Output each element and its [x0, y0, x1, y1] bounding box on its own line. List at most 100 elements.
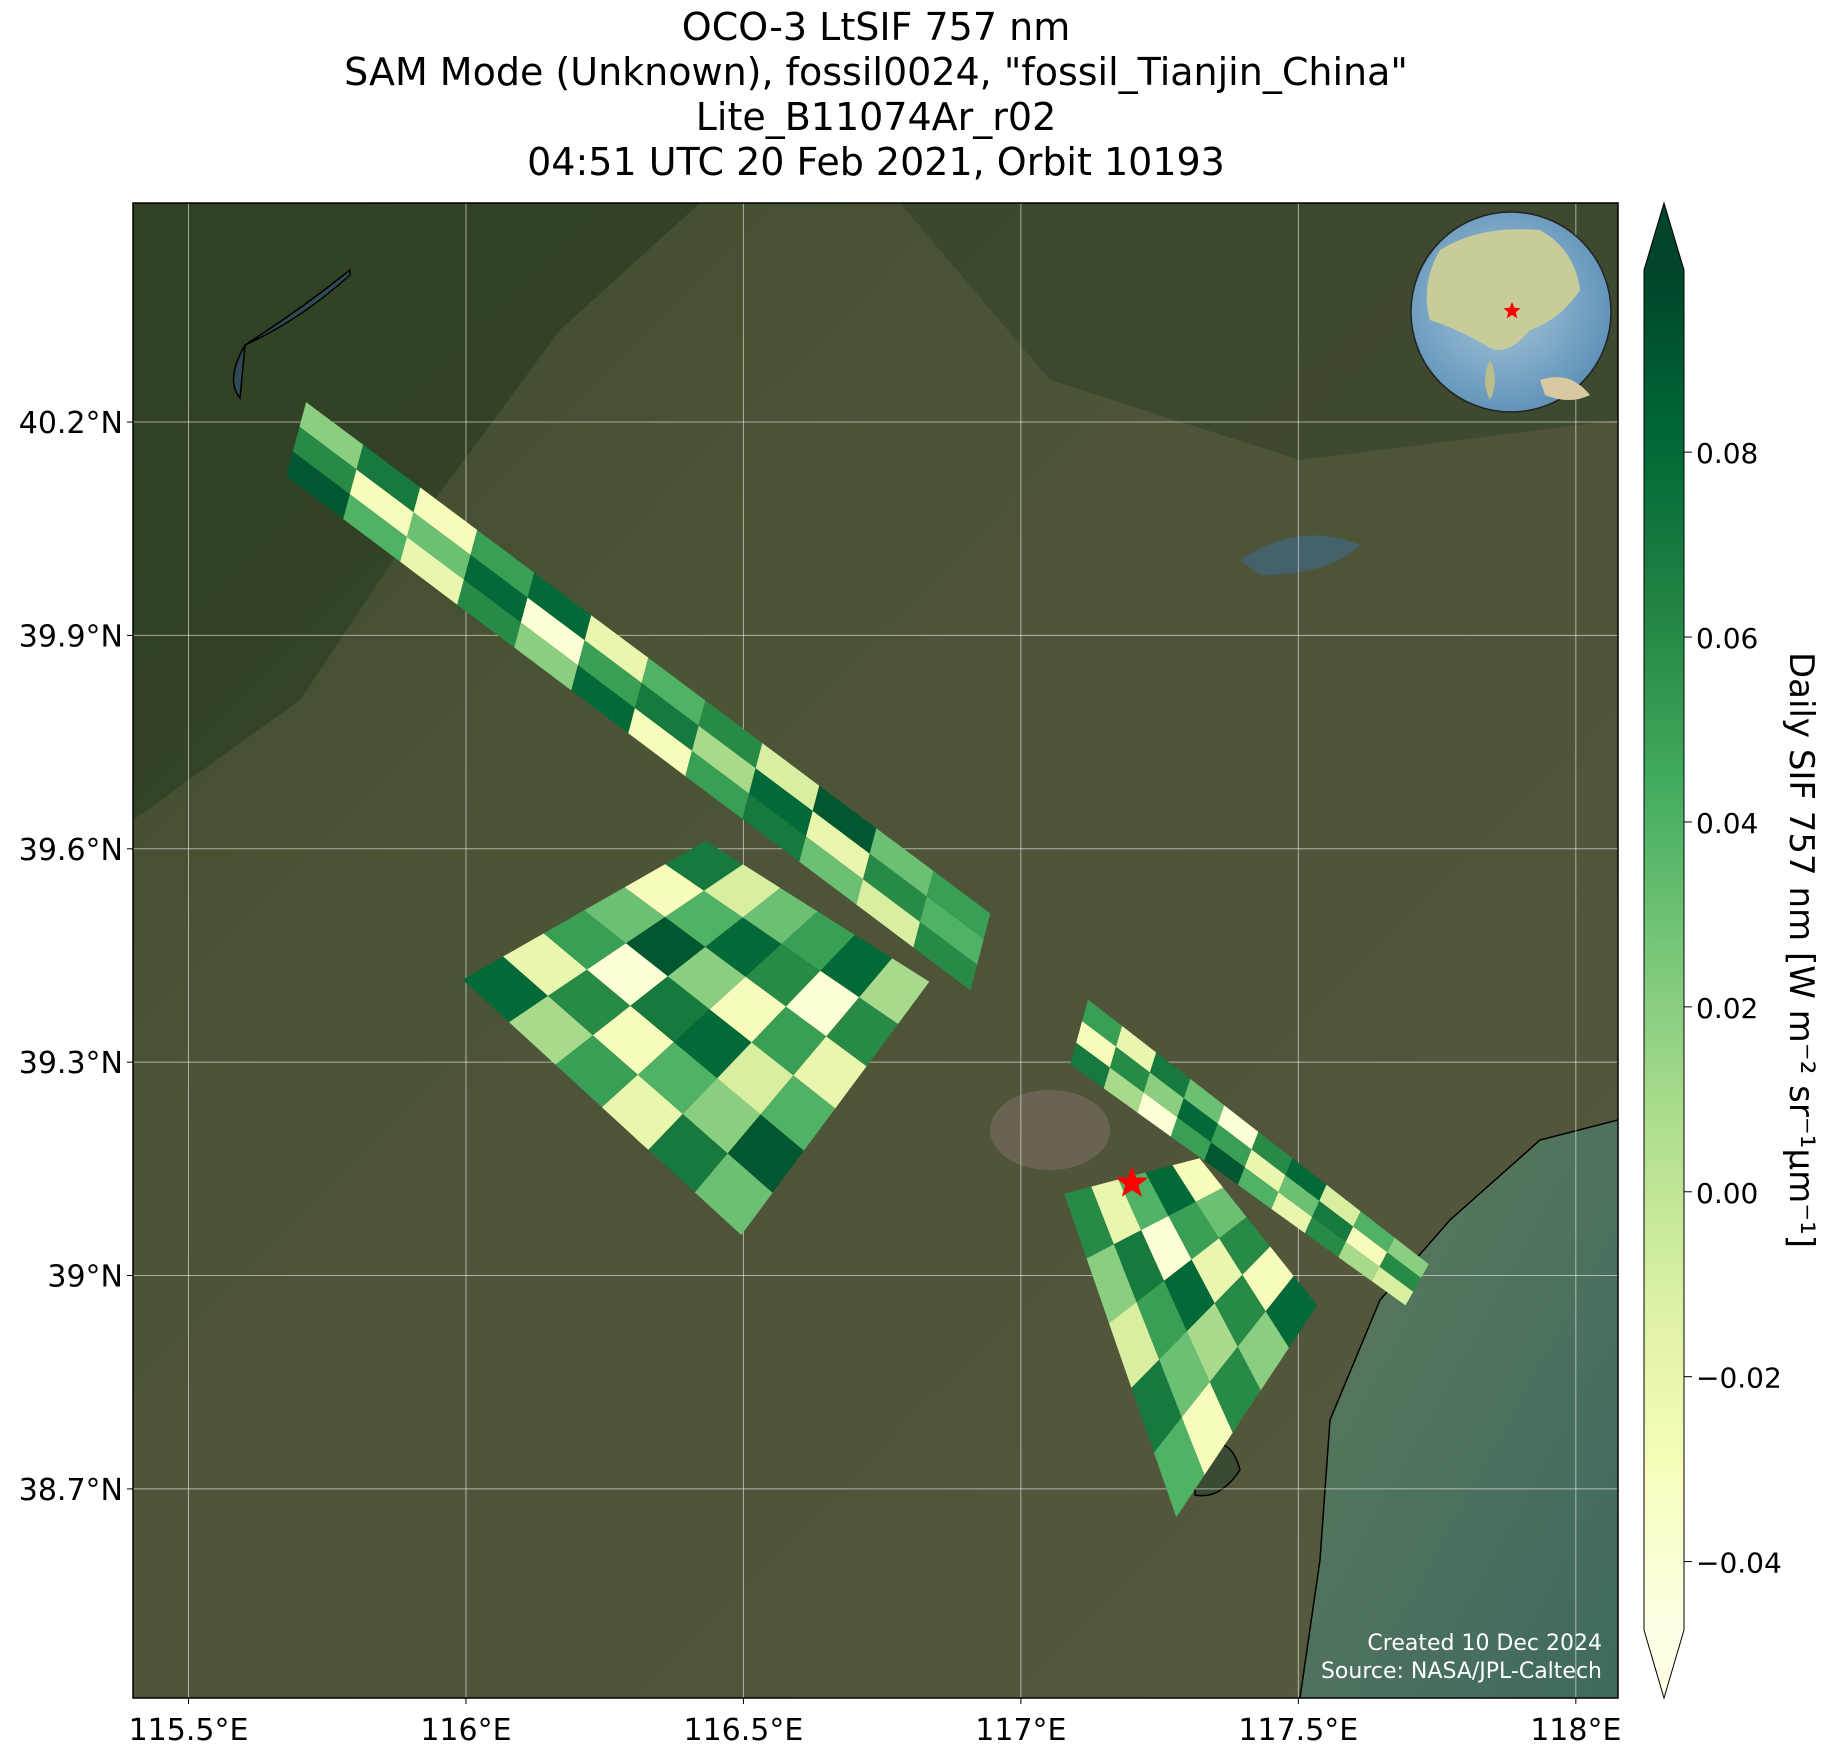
sif-cell — [1387, 1237, 1429, 1278]
colorbar: −0.04 −0.02 0.00 0.02 0.04 0.06 0.08 — [1643, 201, 1782, 1700]
sif-cell — [463, 554, 528, 623]
sif-cell — [709, 976, 786, 1043]
sif-cell — [665, 890, 743, 947]
sif-cell — [745, 944, 821, 1007]
title-line: OCO-3 LtSIF 757 nm — [682, 5, 1070, 49]
swaths — [286, 402, 1429, 1518]
colorbar-body — [1644, 270, 1684, 1630]
sif-cell — [742, 887, 818, 944]
colorbar-label: Daily SIF 757 nm [W m⁻² sr⁻¹μm⁻¹] — [1781, 652, 1821, 1248]
sif-cell — [527, 572, 592, 641]
sif-cell — [1319, 1184, 1361, 1227]
sif-cell — [1113, 1230, 1165, 1302]
sif-cell — [1086, 1244, 1137, 1324]
y-tick-label: 39.6°N — [19, 833, 123, 868]
title-line: SAM Mode (Unknown), fossil0024, "fossil_… — [344, 50, 1408, 94]
sif-cell — [577, 640, 642, 709]
sif-cell — [1116, 1026, 1157, 1073]
sif-cell — [457, 579, 521, 648]
sif-cell — [406, 512, 471, 580]
sif-cell — [793, 1036, 867, 1109]
title-line: 04:51 UTC 20 Feb 2021, Orbit 10193 — [527, 140, 1225, 184]
sif-cell — [1219, 1217, 1271, 1275]
sif-cell — [637, 1042, 718, 1114]
sif-cell — [920, 896, 984, 965]
y-tick-label: 38.7°N — [19, 1473, 123, 1508]
colorbar-tick-label: −0.02 — [1696, 1362, 1782, 1395]
sif-cell — [1131, 1359, 1182, 1453]
annotation: Source: NASA/JPL-Caltech — [1321, 1659, 1602, 1684]
sif-cell — [1251, 1131, 1293, 1176]
sif-cell — [698, 700, 763, 769]
sif-cell — [806, 811, 870, 880]
sif-cell — [704, 864, 781, 918]
target-star — [1115, 1166, 1148, 1197]
sif-cell — [628, 708, 692, 777]
basemap — [133, 203, 1618, 1698]
sif-cell — [624, 864, 704, 917]
sif-cell — [584, 887, 665, 944]
sif-cell — [1204, 1142, 1245, 1185]
sif-cell — [1064, 1186, 1114, 1259]
colorbar-extend-bottom — [1644, 1630, 1684, 1698]
sif-cell — [1070, 1042, 1110, 1089]
sif-cell — [1103, 1067, 1144, 1113]
sif-cell — [717, 1042, 794, 1115]
sif-cell — [682, 1078, 761, 1154]
colorbar-tick-label: 0.00 — [1696, 1177, 1758, 1210]
sif-cell — [1265, 1276, 1318, 1348]
annotation: Created 10 Dec 2024 — [1367, 1631, 1602, 1656]
sif-cell — [356, 444, 421, 513]
x-tick-label: 116.5°E — [684, 1713, 804, 1748]
sif-cell — [634, 683, 699, 751]
sif-cell — [1237, 1167, 1279, 1209]
sif-cell — [1379, 1252, 1421, 1292]
sif-cell — [1109, 1046, 1150, 1093]
sif-cell — [820, 934, 893, 998]
sif-cell — [1237, 1311, 1289, 1391]
sif-cell — [1082, 999, 1123, 1047]
sif-cell — [584, 615, 649, 683]
sif-cell — [1076, 1021, 1116, 1068]
sif-cell — [1145, 1165, 1196, 1216]
x-tick-label: 118°E — [1530, 1713, 1621, 1748]
sif-cell — [667, 946, 746, 1010]
sif-cell — [913, 922, 978, 991]
sif-cell — [1353, 1211, 1395, 1253]
sif-cell — [349, 469, 414, 537]
x-tick-label: 115.5°E — [129, 1713, 249, 1748]
y-tick-label: 40.2°N — [19, 406, 123, 441]
sif-cell — [601, 1074, 683, 1150]
sif-cell — [692, 725, 756, 794]
sif-cell — [470, 530, 535, 598]
globe-star — [1503, 302, 1521, 319]
sif-cell — [343, 494, 407, 562]
sif-cell — [826, 997, 898, 1067]
sif-cell — [286, 451, 350, 519]
sif-cell — [1271, 1192, 1313, 1234]
sif-cell — [630, 976, 710, 1042]
sif-cell — [1136, 1280, 1187, 1360]
sif-cell — [812, 785, 877, 854]
sif-cell — [1242, 1246, 1294, 1312]
sif-cell — [1149, 1052, 1191, 1099]
sif-cell — [1217, 1105, 1259, 1150]
sif-cell — [1091, 1179, 1142, 1245]
sif-cell — [543, 910, 626, 970]
sif-cell — [755, 743, 820, 811]
sif-cell — [571, 665, 635, 734]
sif-cell — [509, 995, 593, 1065]
sif-cell — [555, 1035, 638, 1108]
sif-cell — [1304, 1217, 1346, 1258]
sif-cell — [781, 911, 855, 971]
x-tick-label: 117°E — [975, 1713, 1066, 1748]
sif-cell — [859, 958, 930, 1024]
map-frame — [132, 202, 1619, 1699]
sif-cell — [760, 1075, 836, 1151]
sif-cell — [1168, 1201, 1220, 1260]
sif-cell — [705, 917, 782, 977]
sif-cell — [1172, 1158, 1224, 1202]
sif-cell — [665, 841, 743, 891]
sif-cell — [1278, 1175, 1320, 1217]
y-tick-label: 39.3°N — [19, 1046, 123, 1081]
